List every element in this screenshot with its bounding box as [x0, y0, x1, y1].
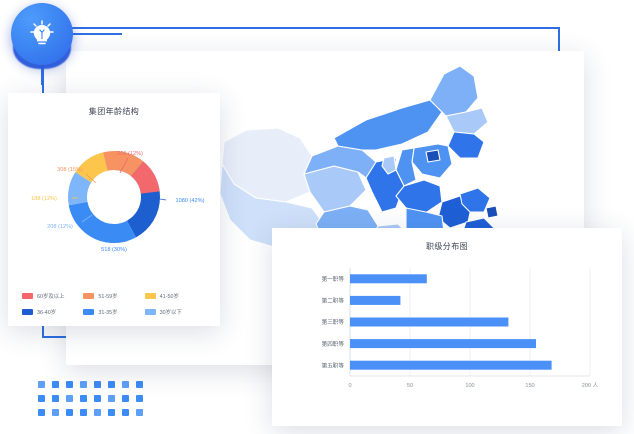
decor-dot [38, 381, 45, 388]
decor-dot [122, 381, 129, 388]
x-tick-label: 0 [348, 383, 351, 389]
donut-label-31-35: 518 (30%) [101, 247, 127, 253]
x-tick-label: 100 [465, 383, 474, 389]
decor-dot [122, 409, 129, 416]
bar[interactable] [350, 317, 509, 327]
decor-dot [108, 395, 115, 402]
bar[interactable] [350, 339, 536, 349]
decor-dot [66, 409, 73, 416]
donut-chart-title: 集团年龄结构 [88, 107, 140, 116]
decor-dot [80, 381, 87, 388]
decor-dot [94, 395, 101, 402]
bar-chart-title: 职级分布图 [426, 242, 468, 251]
decor-dot [52, 395, 59, 402]
decor-connector-horizontal [62, 33, 122, 35]
donut-label-36-40: 1080 (42%) [176, 198, 205, 204]
decor-dot [38, 395, 45, 402]
legend-label: 31-35岁 [98, 310, 118, 316]
legend-swatch [83, 309, 95, 315]
decor-dot [66, 395, 73, 402]
bar[interactable] [350, 360, 552, 370]
legend-label: 60岁及以上 [37, 294, 65, 300]
donut-slice-under-30 [68, 151, 160, 243]
decor-dot [66, 381, 73, 388]
legend-item[interactable]: 60岁及以上 [22, 292, 83, 300]
legend-item[interactable]: 31-35岁 [83, 308, 144, 316]
bar-category-label: 第五职等 [322, 361, 345, 369]
decor-dot-grid [38, 381, 150, 423]
decor-dot [122, 395, 129, 402]
legend-label: 51-59岁 [98, 294, 118, 300]
donut-label-41-50: 188 (12%) [31, 196, 57, 202]
lightbulb-icon [30, 20, 54, 45]
legend-item[interactable]: 36-40岁 [22, 308, 83, 316]
donut-label-51-59: 308 (15%) [57, 167, 83, 173]
bulb-badge[interactable] [11, 3, 73, 65]
donut-label-60-plus: 206 (12%) [117, 151, 143, 157]
donut-slice-31-35 [68, 151, 160, 243]
decor-dot [136, 395, 143, 402]
legend-label: 41-50岁 [159, 294, 179, 300]
legend-item[interactable]: 41-50岁 [144, 292, 206, 300]
bar-category-label: 第二职等 [322, 297, 345, 305]
bar-category-label: 第一职等 [322, 275, 345, 283]
rank-distribution-card: 职级分布图 第一职等第二职等第三职等第四职等第五职等 0 50 100 150 200 人 [272, 228, 622, 426]
decor-dot [136, 409, 143, 416]
decor-dot [94, 409, 101, 416]
legend-swatch [144, 309, 156, 315]
legend-item[interactable]: 30岁以下 [144, 308, 206, 316]
decor-dot [94, 381, 101, 388]
donut-legend: 60岁及以上 51-59岁 41-50岁 36-40岁 31-35岁 30岁以下 [8, 292, 220, 316]
x-tick-label: 150 [525, 383, 534, 389]
decor-dot [52, 409, 59, 416]
bar-category-label: 第三职等 [322, 318, 345, 326]
bar[interactable] [350, 274, 427, 284]
legend-swatch [22, 293, 33, 299]
decor-dot [108, 381, 115, 388]
legend-label: 30岁以下 [159, 310, 182, 316]
decor-connector-vertical [41, 57, 43, 85]
donut-slice-51-59 [68, 151, 160, 243]
x-tick-label: 50 [407, 383, 413, 389]
bar-chart[interactable]: 第一职等第二职等第三职等第四职等第五职等 0 50 100 150 200 人 [272, 252, 622, 402]
decor-dot [38, 409, 45, 416]
x-tick-label: 200 人 [582, 382, 599, 389]
legend-swatch [144, 293, 156, 299]
bar[interactable] [350, 295, 401, 305]
donut-chart[interactable]: 206 (12%) 308 (15%) 188 (12%) 208 (12%) … [8, 117, 220, 282]
decor-dot [80, 395, 87, 402]
legend-item[interactable]: 51-59岁 [83, 292, 144, 300]
decor-dot [108, 409, 115, 416]
legend-label: 36-40岁 [37, 310, 57, 316]
decor-dot [52, 381, 59, 388]
age-structure-card: 集团年龄结构 [8, 93, 220, 326]
bar-category-label: 第四职等 [322, 340, 345, 348]
legend-swatch [22, 309, 33, 315]
decor-dot [136, 381, 143, 388]
donut-label-under-30: 208 (12%) [47, 224, 73, 230]
legend-swatch [83, 293, 95, 299]
decor-dot [80, 409, 87, 416]
